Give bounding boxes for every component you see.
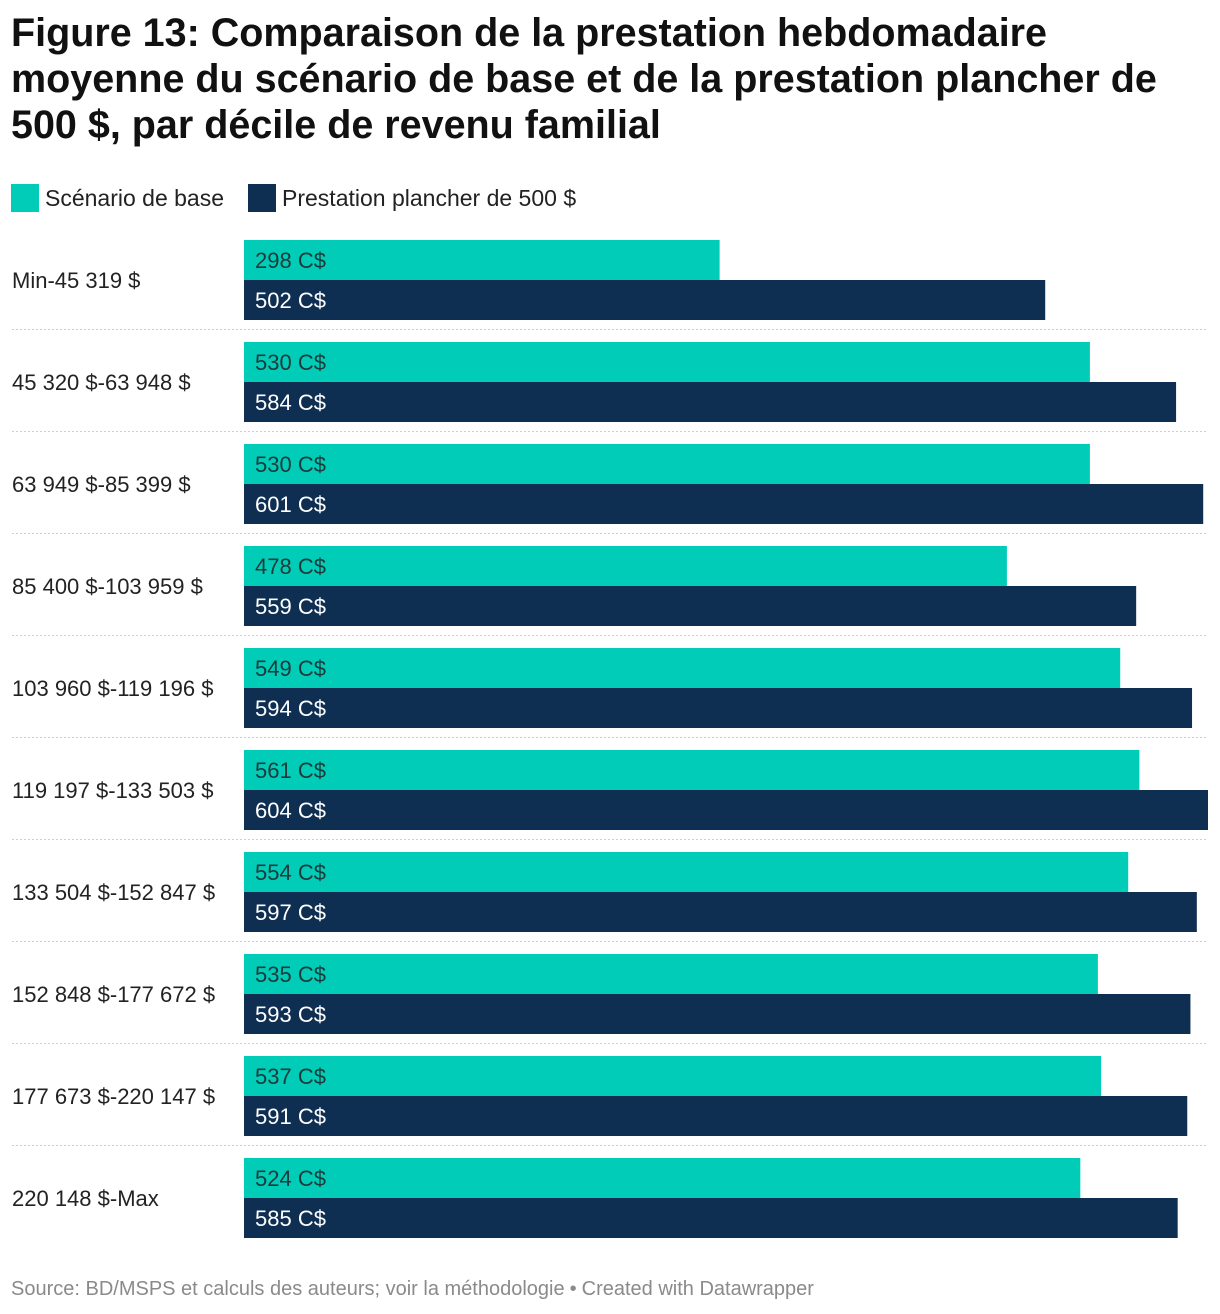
source-separator: • bbox=[569, 1278, 577, 1300]
category-label: 152 848 $-177 672 $ bbox=[12, 982, 215, 1007]
legend-label-base: Scénario de base bbox=[45, 184, 225, 211]
bar-floor bbox=[244, 688, 1193, 728]
bar-base bbox=[244, 750, 1140, 790]
bar-floor bbox=[244, 1096, 1188, 1136]
category-group: 133 504 $-152 847 $ 554 C$ 597 C$ bbox=[12, 852, 1208, 942]
category-group: Min-45 319 $ 298 C$ 502 C$ bbox=[12, 240, 1208, 330]
category-label: 63 949 $-85 399 $ bbox=[12, 472, 191, 497]
bar-base bbox=[244, 1158, 1081, 1198]
data-label: 593 C$ bbox=[255, 1002, 326, 1027]
source-credit: Created with Datawrapper bbox=[581, 1278, 814, 1300]
data-label: 585 C$ bbox=[255, 1206, 326, 1231]
data-label: 554 C$ bbox=[255, 860, 326, 885]
bar-floor bbox=[244, 1198, 1178, 1238]
bar-base bbox=[244, 240, 720, 280]
bar-base bbox=[244, 852, 1129, 892]
category-group: 45 320 $-63 948 $ 530 C$ 584 C$ bbox=[12, 342, 1208, 432]
legend-item-base: Scénario de base bbox=[11, 184, 224, 212]
data-label: 478 C$ bbox=[255, 554, 326, 579]
bar-base bbox=[244, 954, 1098, 994]
bar-base bbox=[244, 1056, 1102, 1096]
data-label: 530 C$ bbox=[255, 350, 326, 375]
category-group: 220 148 $-Max 524 C$ 585 C$ bbox=[12, 1158, 1178, 1238]
data-label: 559 C$ bbox=[255, 594, 326, 619]
category-label: 119 197 $-133 503 $ bbox=[12, 778, 213, 803]
data-label: 604 C$ bbox=[255, 798, 326, 823]
category-label: 45 320 $-63 948 $ bbox=[12, 370, 191, 395]
chart-title: Figure 13: Comparaison de la prestation … bbox=[11, 11, 1157, 147]
legend-swatch-base bbox=[11, 184, 39, 212]
category-label: 220 148 $-Max bbox=[12, 1186, 159, 1211]
category-label: 177 673 $-220 147 $ bbox=[12, 1084, 215, 1109]
category-group: 119 197 $-133 503 $ 561 C$ 604 C$ bbox=[12, 750, 1208, 840]
data-label: 584 C$ bbox=[255, 390, 326, 415]
category-label: 85 400 $-103 959 $ bbox=[12, 574, 203, 599]
category-group: 103 960 $-119 196 $ 549 C$ 594 C$ bbox=[12, 648, 1208, 738]
data-label: 524 C$ bbox=[255, 1166, 326, 1191]
bar-floor bbox=[244, 892, 1197, 932]
category-group: 177 673 $-220 147 $ 537 C$ 591 C$ bbox=[12, 1056, 1208, 1146]
bar-chart: Min-45 319 $ 298 C$ 502 C$ 45 320 $-63 948 … bbox=[12, 240, 1208, 1238]
data-label: 549 C$ bbox=[255, 656, 326, 681]
source-text: Source: BD/MSPS et calculs des auteurs; … bbox=[11, 1278, 565, 1300]
legend-item-floor: Prestation plancher de 500 $ bbox=[248, 184, 576, 212]
data-label: 601 C$ bbox=[255, 492, 326, 517]
data-label: 591 C$ bbox=[255, 1104, 326, 1129]
legend-swatch-floor bbox=[248, 184, 277, 212]
bar-floor bbox=[244, 280, 1046, 320]
category-group: 85 400 $-103 959 $ 478 C$ 559 C$ bbox=[12, 546, 1208, 636]
bar-floor bbox=[244, 586, 1137, 626]
bar-base bbox=[244, 444, 1090, 484]
data-label: 530 C$ bbox=[255, 452, 326, 477]
bar-floor bbox=[244, 382, 1177, 422]
data-label: 561 C$ bbox=[255, 758, 326, 783]
bar-floor bbox=[244, 484, 1204, 524]
bar-floor bbox=[244, 994, 1191, 1034]
category-group: 63 949 $-85 399 $ 530 C$ 601 C$ bbox=[12, 444, 1208, 534]
bar-base bbox=[244, 648, 1121, 688]
category-label: 103 960 $-119 196 $ bbox=[12, 676, 213, 701]
legend-label-floor: Prestation plancher de 500 $ bbox=[282, 184, 577, 211]
data-label: 502 C$ bbox=[255, 288, 326, 313]
source-note: Source: BD/MSPS et calculs des auteurs; … bbox=[11, 1278, 814, 1301]
data-label: 594 C$ bbox=[255, 696, 326, 721]
data-label: 597 C$ bbox=[255, 900, 326, 925]
bar-base bbox=[244, 546, 1007, 586]
data-label: 537 C$ bbox=[255, 1064, 326, 1089]
bar-floor bbox=[244, 790, 1208, 830]
category-label: Min-45 319 $ bbox=[12, 268, 140, 293]
category-label: 133 504 $-152 847 $ bbox=[12, 880, 215, 905]
legend: Scénario de base Prestation plancher de … bbox=[11, 183, 600, 213]
bar-base bbox=[244, 342, 1090, 382]
data-label: 298 C$ bbox=[255, 248, 326, 273]
category-group: 152 848 $-177 672 $ 535 C$ 593 C$ bbox=[12, 954, 1208, 1044]
data-label: 535 C$ bbox=[255, 962, 326, 987]
